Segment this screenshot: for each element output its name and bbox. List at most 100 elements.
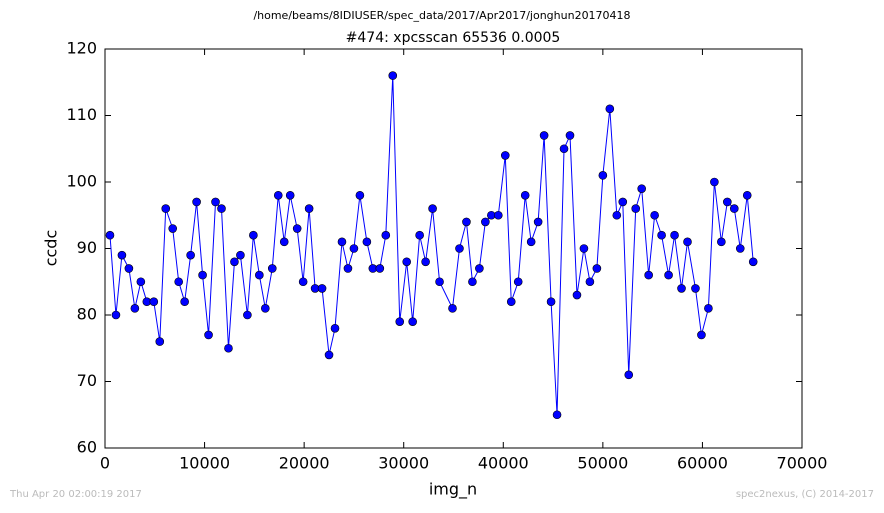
data-point [230,257,239,267]
x-tick-label: 10000 [179,454,230,473]
x-tick-label: 50000 [577,454,628,473]
data-point [455,244,464,253]
data-point [180,297,189,307]
data-point [664,270,673,280]
data-point [224,343,233,353]
data-point [520,191,530,200]
data-point [130,304,140,313]
data-point [362,237,372,247]
x-tick-label: 60000 [677,454,728,473]
data-point [572,290,582,300]
data-line [109,75,754,415]
y-tick-label: 90 [77,238,97,257]
data-point [710,177,719,187]
data-point [448,304,457,313]
data-point [355,191,365,200]
data-point [337,237,347,247]
data-point [317,284,327,293]
data-point [683,237,692,247]
data-point [513,277,523,287]
data-point [330,323,340,333]
suptitle: /home/beams/8IDIUSER/spec_data/2017/Apr2… [253,9,630,22]
chart-title: #474: xpcsscan 65536 0.0005 [346,30,561,46]
data-point [637,184,646,193]
data-point [691,284,700,293]
data-point [111,310,121,320]
data-point [324,350,334,360]
y-tick-label: 70 [77,371,97,390]
data-point [421,257,430,267]
data-point [381,230,391,240]
data-point [117,250,127,260]
data-point [105,230,115,240]
data-point [198,270,207,280]
data-point [598,171,608,180]
data-point [149,297,159,307]
y-tick-label: 110 [66,105,97,124]
data-point [650,210,659,220]
data-point [395,317,405,326]
data-point [168,224,178,233]
data-point [565,131,575,140]
data-point [428,204,437,213]
data-point [292,224,302,233]
data-point [612,210,622,220]
data-point [249,230,258,240]
data-point [717,237,726,247]
data-point [343,264,353,273]
data-point [624,370,634,380]
x-tick-label: 0 [100,454,110,473]
data-point [579,244,589,253]
data-point [670,230,679,240]
y-tick-label: 80 [77,305,97,324]
data-point [468,277,477,287]
x-tick-label: 30000 [378,454,429,473]
data-point [500,151,510,160]
data-point [481,217,490,227]
y-tick-label: 120 [66,39,97,58]
data-point [585,277,595,287]
data-point [494,210,503,220]
data-point [388,71,398,80]
data-point [631,204,641,213]
data-point [217,204,226,213]
data-point [261,304,270,313]
data-point [243,310,252,320]
data-point [533,217,543,227]
data-point [677,284,686,293]
data-point [211,197,220,207]
data-point [155,337,165,346]
data-point [285,191,295,200]
data-point [255,270,264,280]
data-point [618,197,628,207]
footer-right: spec2nexus, (C) 2014-2017 [736,489,874,500]
data-point [415,230,424,240]
data-point [298,277,308,287]
data-point [644,270,653,280]
x-tick-label: 40000 [478,454,529,473]
data-point [657,230,666,240]
data-point [192,197,201,207]
data-point [408,317,417,326]
data-point [605,104,615,114]
data-point [136,277,146,287]
data-point [462,217,471,227]
data-point [506,297,516,307]
x-tick-label: 70000 [777,454,828,473]
data-point [186,250,195,260]
data-point [267,264,277,273]
data-point [592,264,602,273]
data-point [124,264,134,273]
data-point [704,304,713,313]
data-point [236,250,245,260]
x-axis-label: img_n [429,480,477,500]
data-point [375,264,385,273]
data-point [204,330,213,340]
footer-left: Thu Apr 20 02:00:19 2017 [9,489,142,500]
data-point [279,237,289,247]
data-point [273,191,283,200]
data-point [735,244,745,253]
data-point [435,277,444,287]
x-tick-label: 20000 [279,454,330,473]
